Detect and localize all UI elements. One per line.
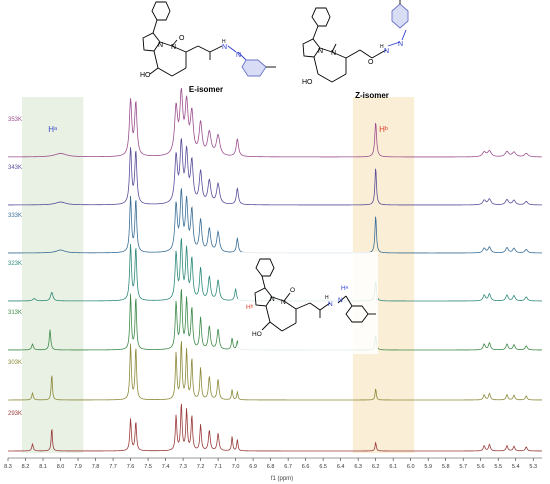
e-atom-n3: N xyxy=(222,44,227,51)
x-tick-label: 7.3 xyxy=(179,464,187,470)
temperature-label-313K: 313K xyxy=(8,310,22,316)
x-tick-label: 6.1 xyxy=(389,464,397,470)
x-tick-label: 6.0 xyxy=(407,464,415,470)
x-tick-label: 6.2 xyxy=(372,464,380,470)
temperature-label-353K: 353K xyxy=(8,117,22,123)
x-tick-label: 6.8 xyxy=(267,464,275,470)
x-tick-label: 7.2 xyxy=(197,464,205,470)
temperature-label-303K: 303K xyxy=(8,360,22,366)
e-isomer-atom-labels: N N O N N H HO xyxy=(140,35,241,79)
x-tick-label: 6.6 xyxy=(302,464,310,470)
z-atom-o: O xyxy=(368,59,374,66)
spectra: 353K 343K 333K 323K 313K 303K 293K xyxy=(7,88,543,452)
x-tick-label: 7.1 xyxy=(214,464,222,470)
spectrum-trace-293K xyxy=(8,403,542,452)
x-tick-label: 8.0 xyxy=(57,464,65,470)
spectrum-trace-353K xyxy=(8,88,543,158)
x-tick-label: 5.6 xyxy=(477,464,485,470)
x-tick-label: 5.5 xyxy=(494,464,502,470)
z-isomer-atom-labels: N N O H N N HO xyxy=(302,41,403,86)
temperature-label-333K: 333K xyxy=(8,213,22,219)
e-atom-h: H xyxy=(222,39,226,45)
spectrum-303K: 303K xyxy=(8,341,542,401)
x-tick-label: 5.3 xyxy=(529,464,537,470)
x-tick-label: 6.4 xyxy=(337,464,345,470)
spectrum-trace-303K xyxy=(8,341,542,401)
temperature-label-293K: 293K xyxy=(8,411,22,417)
x-tick-label: 6.9 xyxy=(249,464,257,470)
temperature-label-323K: 323K xyxy=(8,261,22,267)
z-isomer-structure xyxy=(302,0,409,83)
spectrum-343K: 343K xyxy=(8,138,543,206)
x-tick-label: 7.7 xyxy=(109,464,117,470)
hb-region-label: Hᵇ xyxy=(379,125,388,134)
inset-atom-n2: N xyxy=(281,299,286,306)
spectrum-293K: 293K xyxy=(8,403,542,452)
z-atom-n3: N xyxy=(384,48,389,55)
x-axis-label: f1 (ppm) xyxy=(271,476,293,482)
inset-atom-ho: HO xyxy=(252,331,262,338)
inset-atom-h: H xyxy=(325,295,329,301)
x-tick-label: 8.2 xyxy=(22,464,30,470)
x-axis: 8.3 8.2 8.1 8.0 7.9 7.8 7.7 7.6 7.5 7.4 7.3 7.2 7.1 7… xyxy=(4,457,542,470)
inset-atom-n3: N xyxy=(328,301,333,308)
x-tick-label: 6.3 xyxy=(354,464,362,470)
z-atom-h: H xyxy=(380,44,384,50)
x-tick-label: 5.8 xyxy=(442,464,450,470)
x-tick-label: 6.5 xyxy=(319,464,327,470)
x-tick-label: 7.9 xyxy=(74,464,82,470)
inset-atom-hb: Hᵇ xyxy=(246,304,254,311)
e-atom-ho: HO xyxy=(140,72,151,79)
inset-structure: N N O H N N Hᵃ Hᵇ HO xyxy=(238,252,378,354)
temperature-label-343K: 343K xyxy=(8,165,22,171)
spectrum-353K: 353K xyxy=(8,88,543,158)
e-isomer-title: E-isomer xyxy=(189,85,223,94)
z-atom-n1: N xyxy=(318,48,323,55)
inset-atom-o: O xyxy=(290,287,295,294)
x-tick-label: 7.4 xyxy=(162,464,170,470)
e-atom-n4: N xyxy=(236,52,241,59)
x-tick-label: 6.7 xyxy=(284,464,292,470)
z-atom-n4: N xyxy=(398,41,403,48)
x-tick-label: 7.0 xyxy=(232,464,240,470)
e-isomer-structure xyxy=(142,1,276,77)
x-tick-label: 7.6 xyxy=(127,464,135,470)
x-tick-label: 8.1 xyxy=(39,464,47,470)
x-tick-label: 7.5 xyxy=(144,464,152,470)
spectrum-trace-343K xyxy=(8,138,543,206)
inset-atom-n4: N xyxy=(338,297,343,304)
z-atom-ho: HO xyxy=(302,79,313,86)
inset-atom-n1: N xyxy=(270,296,275,303)
x-tick-label: 8.3 xyxy=(4,464,12,470)
e-atom-o: O xyxy=(179,35,185,42)
e-atom-n2: N xyxy=(171,44,176,51)
inset-atom-ha: Hᵃ xyxy=(341,285,349,292)
x-tick-label: 5.9 xyxy=(424,464,432,470)
z-isomer-title: Z-isomer xyxy=(355,91,389,100)
x-tick-label: 7.8 xyxy=(92,464,100,470)
e-atom-n1: N xyxy=(158,42,163,49)
ha-region-label: Hᵃ xyxy=(48,125,58,134)
z-atom-n2: N xyxy=(331,50,336,57)
x-tick-label: 5.7 xyxy=(459,464,467,470)
x-tick-label: 5.4 xyxy=(512,464,520,470)
